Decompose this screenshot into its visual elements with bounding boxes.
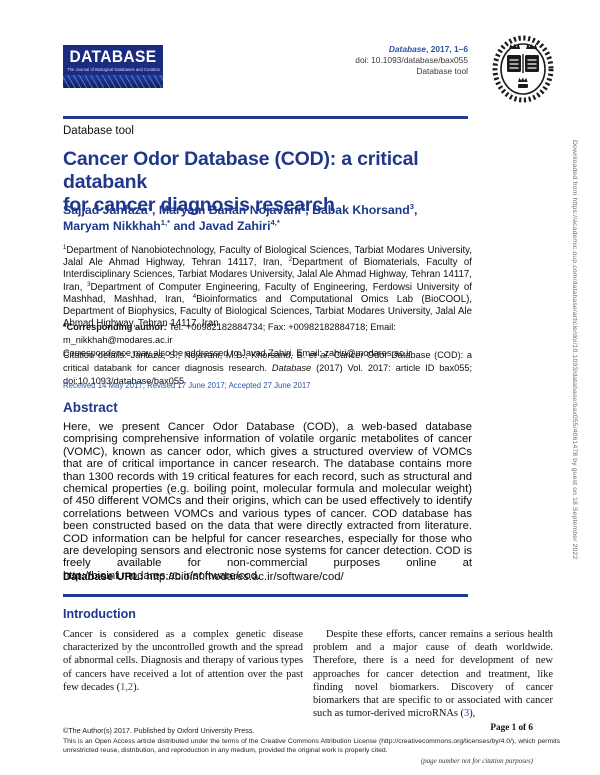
affil-number: 2: [288, 256, 293, 263]
journal-citation-block: Database, 2017, 1–6 doi: 10.1093/databas…: [355, 44, 468, 77]
affiliation: Department of Nanobiotechnology, Faculty…: [63, 245, 472, 269]
journal-doi: doi: 10.1093/database/bax055: [355, 55, 468, 65]
right-column: Despite these efforts, cancer remains a …: [313, 628, 553, 720]
citation-etal: et al.: [308, 350, 331, 360]
author-list: Sajjad Janfaza1, Maryam Banan Nojavani2,…: [63, 202, 483, 234]
corresponding-author-label: *Corresponding author:: [63, 322, 167, 332]
author-affil-mark: 1,*: [160, 217, 171, 227]
journal-logo-pattern: [63, 75, 163, 88]
header-divider-rule: [63, 116, 468, 119]
author-name: Sajjad Janfaza: [63, 203, 148, 217]
intro-paragraph-left: Cancer is considered as a complex geneti…: [63, 628, 303, 694]
affil-number: 1: [63, 244, 67, 251]
author-affil-mark: 1: [147, 201, 152, 211]
citation-link-1-2[interactable]: 1,2: [120, 681, 134, 693]
corresponding-author-contact: Tel: +00982182884734; Fax: +009821828847…: [63, 322, 396, 345]
database-url-link[interactable]: http://bioinf.modares.ac.ir/software/cod…: [143, 571, 344, 583]
journal-issue-ref: Database, 2017, 1–6: [355, 44, 468, 55]
citation-details: Citation details: Janfaza, S., Nojavani,…: [63, 349, 472, 387]
author-separator: ,: [305, 203, 313, 217]
author-name: Javad Zahiri: [198, 219, 271, 233]
citation-text: (2017) Vol. 2017: article ID bax055; doi…: [63, 362, 472, 386]
affiliations-block: 1Department of Nanobiotechnology, Facult…: [63, 245, 472, 330]
paragraph-text: ),: [469, 708, 476, 720]
affiliation: Department of Computer Engineering, Facu…: [63, 281, 473, 305]
received-dates: Received 14 May 2017; Revised 17 June 20…: [63, 381, 311, 390]
page-number: Page 1 of 6: [490, 722, 533, 732]
correspondence-alt-line: Correspondence may also be addressed to …: [63, 347, 412, 358]
article-title: Cancer Odor Database (COD): a critical d…: [63, 148, 493, 217]
affil-number: 4: [192, 293, 197, 300]
affil-number: 3: [87, 281, 91, 288]
paragraph-text: ).: [133, 681, 140, 693]
author-name: Maryam Banan Nojavani: [158, 203, 301, 217]
author-name: Maryam Nikkhah: [63, 219, 161, 233]
left-column: Cancer is considered as a complex geneti…: [63, 628, 303, 694]
abstract-divider-rule: [63, 594, 468, 597]
copyright-line: ©The Author(s) 2017. Published by Oxford…: [63, 726, 255, 735]
journal-issue-pages: , 2017, 1–6: [426, 44, 468, 54]
correspondence-block: *Corresponding author: Tel: +00982182884…: [63, 321, 472, 359]
affiliation: Bioinformatics and Computational Omics L…: [63, 293, 473, 330]
author-separator: and: [170, 219, 199, 233]
section-label: Database tool: [63, 125, 134, 137]
database-journal-logo: DATABASE The Journal of Biological Datab…: [63, 45, 163, 88]
affiliation: Department of Biomaterials, Faculty of I…: [63, 257, 472, 293]
abstract-heading: Abstract: [63, 400, 118, 415]
author-name: Babak Khorsand: [312, 203, 410, 217]
author-separator: ,: [414, 203, 418, 217]
citation-purpose-note: (page number not for citation purposes): [420, 757, 533, 765]
database-url-label: Database URL:: [63, 571, 144, 583]
paragraph-text: Cancer is considered as a complex geneti…: [63, 629, 303, 693]
author-separator: ,: [152, 203, 159, 217]
journal-logo-title: DATABASE: [69, 48, 157, 66]
introduction-heading: Introduction: [63, 607, 136, 621]
download-watermark: Downloaded from https://academic.oup.com…: [571, 140, 578, 560]
corresponding-author-line: *Corresponding author: Tel: +00982182884…: [63, 321, 472, 347]
citation-text: Citation details: Janfaza, S., Nojavani,…: [63, 350, 309, 360]
journal-name: Database: [388, 44, 427, 54]
abstract-body: Here, we present Cancer Odor Database (C…: [63, 421, 472, 582]
oup-crest-icon: [491, 35, 555, 108]
article-title-line1: Cancer Odor Database (COD): a critical d…: [63, 148, 419, 193]
intro-paragraph-right: Despite these efforts, cancer remains a …: [313, 628, 553, 720]
citation-text: Cancer Odor Database (COD): a critical d…: [63, 350, 472, 373]
open-access-statement: This is an Open Access article distribut…: [63, 738, 560, 755]
paragraph-text: Despite these efforts, cancer remains a …: [313, 629, 553, 720]
author-affil-mark: 4,*: [270, 217, 280, 227]
article-title-line2: for cancer diagnosis research: [63, 194, 335, 216]
author-affil-mark: 2: [301, 201, 306, 211]
citation-link-3[interactable]: 3: [464, 708, 470, 720]
citation-journal-name: Database: [271, 362, 312, 373]
article-type-label: Database tool: [416, 66, 468, 76]
database-url-line: Database URL: http://bioinf.modares.ac.i…: [63, 571, 472, 583]
author-affil-mark: 3: [409, 201, 415, 211]
journal-logo-tagline: The Journal of Biological Databases and …: [67, 67, 161, 72]
